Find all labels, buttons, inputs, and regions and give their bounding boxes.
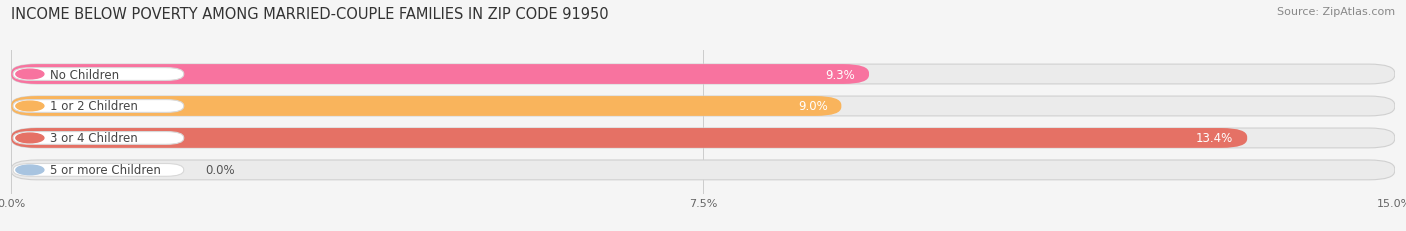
Text: 13.4%: 13.4%: [1197, 132, 1233, 145]
Circle shape: [15, 165, 44, 175]
Circle shape: [15, 102, 44, 111]
Text: 3 or 4 Children: 3 or 4 Children: [51, 132, 138, 145]
Text: 5 or more Children: 5 or more Children: [51, 164, 162, 177]
Text: No Children: No Children: [51, 68, 120, 81]
FancyBboxPatch shape: [13, 68, 184, 81]
FancyBboxPatch shape: [13, 132, 184, 145]
FancyBboxPatch shape: [11, 97, 841, 116]
FancyBboxPatch shape: [11, 65, 869, 85]
FancyBboxPatch shape: [11, 160, 1395, 180]
FancyBboxPatch shape: [11, 128, 1247, 148]
Circle shape: [15, 134, 44, 143]
Text: Source: ZipAtlas.com: Source: ZipAtlas.com: [1277, 7, 1395, 17]
Circle shape: [15, 70, 44, 79]
Text: 9.3%: 9.3%: [825, 68, 855, 81]
FancyBboxPatch shape: [13, 100, 184, 113]
FancyBboxPatch shape: [13, 164, 184, 176]
Text: 1 or 2 Children: 1 or 2 Children: [51, 100, 138, 113]
Text: INCOME BELOW POVERTY AMONG MARRIED-COUPLE FAMILIES IN ZIP CODE 91950: INCOME BELOW POVERTY AMONG MARRIED-COUPL…: [11, 7, 609, 22]
Text: 0.0%: 0.0%: [205, 164, 235, 177]
Text: 9.0%: 9.0%: [797, 100, 828, 113]
FancyBboxPatch shape: [11, 97, 1395, 116]
FancyBboxPatch shape: [11, 128, 1395, 148]
FancyBboxPatch shape: [11, 65, 1395, 85]
